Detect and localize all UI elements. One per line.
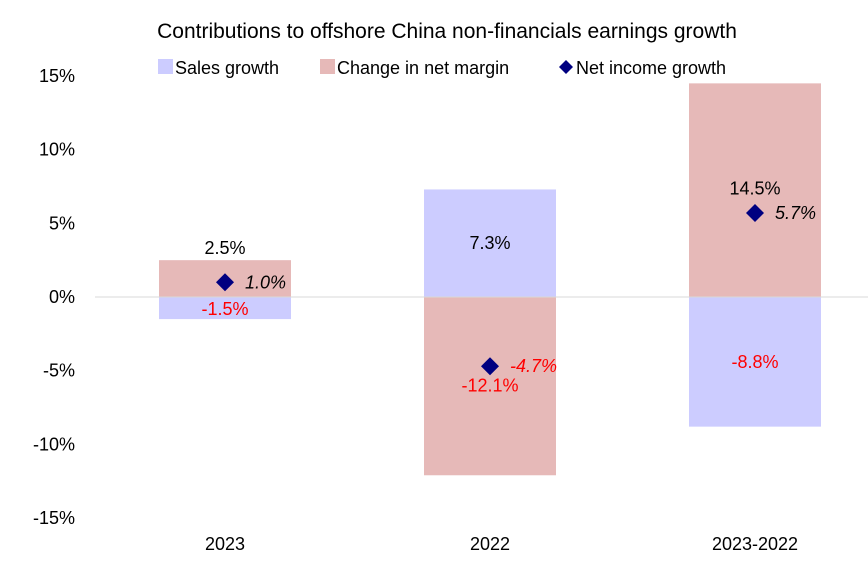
y-tick-label: 0% bbox=[49, 287, 75, 307]
marker-net-income-growth-2022 bbox=[481, 357, 499, 376]
x-axis: 2023 2022 2023-2022 bbox=[205, 534, 798, 554]
net-income-markers: 1.0% -4.7% 5.7% bbox=[216, 203, 816, 376]
legend-swatch-change-in-net-margin bbox=[320, 59, 335, 74]
data-label-change-in-net-margin-2023: 2.5% bbox=[204, 238, 245, 258]
bar-sales-growth-2023 bbox=[159, 297, 291, 320]
legend-marker-net-income-growth bbox=[559, 60, 573, 74]
x-tick-label-2023: 2023 bbox=[205, 534, 245, 554]
legend-swatch-sales-growth bbox=[158, 59, 173, 74]
data-label-change-in-net-margin-2022: -12.1% bbox=[461, 375, 518, 395]
y-tick-label: 10% bbox=[39, 140, 75, 160]
data-label-sales-growth-2023-2022: -8.8% bbox=[731, 352, 778, 372]
y-axis: 15% 10% 5% 0% -5% -10% -15% bbox=[33, 66, 75, 528]
data-label-net-income-growth-2023: 1.0% bbox=[245, 272, 286, 292]
y-tick-label: 15% bbox=[39, 66, 75, 86]
bar-sales-growth-2022 bbox=[424, 189, 556, 297]
data-label-net-income-growth-2023-2022: 5.7% bbox=[775, 203, 816, 223]
legend-label-net-income-growth: Net income growth bbox=[576, 58, 726, 78]
bar-sales-growth-2023-2022 bbox=[689, 297, 821, 427]
y-tick-label: 5% bbox=[49, 213, 75, 233]
chart-title: Contributions to offshore China non-fina… bbox=[157, 20, 737, 43]
marker-net-income-growth-2023-2022 bbox=[746, 204, 764, 223]
data-label-change-in-net-margin-2023-2022: 14.5% bbox=[729, 178, 780, 198]
bar-change-in-net-margin-2022 bbox=[424, 297, 556, 476]
y-tick-label: -5% bbox=[43, 361, 75, 381]
legend: Sales growth Change in net margin Net in… bbox=[158, 58, 726, 78]
legend-label-change-in-net-margin: Change in net margin bbox=[337, 58, 509, 78]
y-tick-label: -10% bbox=[33, 434, 75, 454]
data-labels: -1.5% 2.5% 7.3% -12.1% -8.8% 14.5% bbox=[201, 178, 780, 395]
x-tick-label-2022: 2022 bbox=[470, 534, 510, 554]
data-label-sales-growth-2022: 7.3% bbox=[469, 233, 510, 253]
y-tick-label: -15% bbox=[33, 508, 75, 528]
data-label-sales-growth-2023: -1.5% bbox=[201, 299, 248, 319]
legend-label-sales-growth: Sales growth bbox=[175, 58, 279, 78]
bars bbox=[159, 83, 821, 476]
bar-change-in-net-margin-2023-2022 bbox=[689, 83, 821, 297]
marker-net-income-growth-2023 bbox=[216, 273, 234, 292]
x-tick-label-2023-2022: 2023-2022 bbox=[712, 534, 798, 554]
data-label-net-income-growth-2022: -4.7% bbox=[510, 356, 557, 376]
